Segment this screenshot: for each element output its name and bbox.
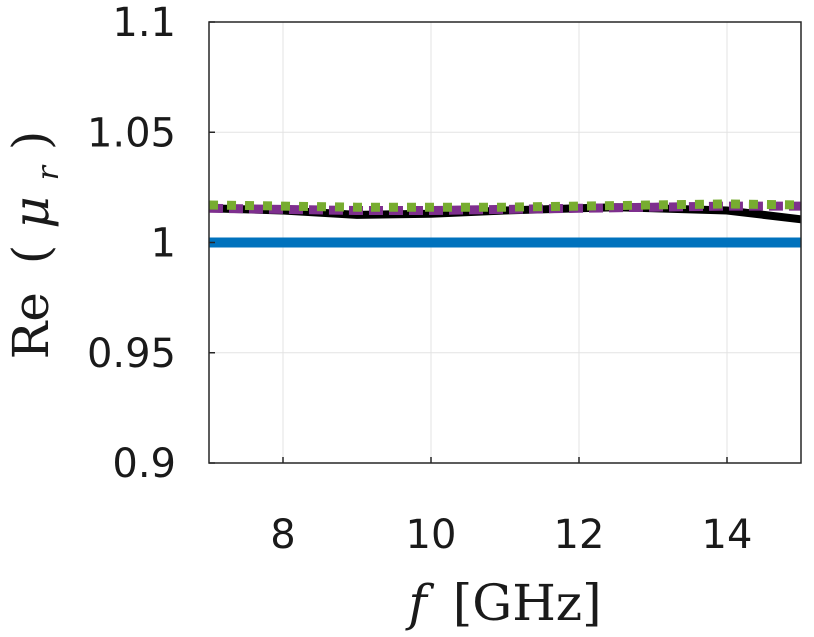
x-axis-unit: [GHz] — [453, 574, 602, 632]
y-tick-label-1: 0.95 — [87, 331, 176, 377]
x-axis-var: f — [404, 574, 434, 632]
x-tick-label-3: 14 — [702, 512, 753, 558]
y-axis-paren-open: ( — [2, 245, 60, 265]
y-tick-labels: 0.9 0.95 1 1.05 1.1 — [87, 0, 215, 487]
y-tick-label-3: 1.05 — [87, 110, 176, 156]
y-axis-label: Re ( μ r ) — [2, 131, 70, 360]
x-tick-label-1: 10 — [406, 512, 457, 558]
x-tick-labels: 8 10 12 14 — [270, 457, 752, 558]
x-tick-label-2: 12 — [554, 512, 605, 558]
y-axis-symbol: μ — [2, 196, 60, 229]
y-tick-label-0: 0.9 — [112, 441, 176, 487]
y-axis-main: Re — [2, 292, 60, 359]
y-tick-label-4: 1.1 — [112, 0, 176, 46]
x-axis-label: f [GHz] — [404, 574, 601, 632]
series-line-3 — [208, 199, 802, 212]
y-tick-label-2: 1 — [151, 221, 176, 267]
y-axis-sub: r — [31, 164, 66, 180]
x-tick-label-0: 8 — [270, 512, 295, 558]
series-layer — [208, 199, 802, 248]
y-axis-paren-close: ) — [2, 131, 60, 151]
